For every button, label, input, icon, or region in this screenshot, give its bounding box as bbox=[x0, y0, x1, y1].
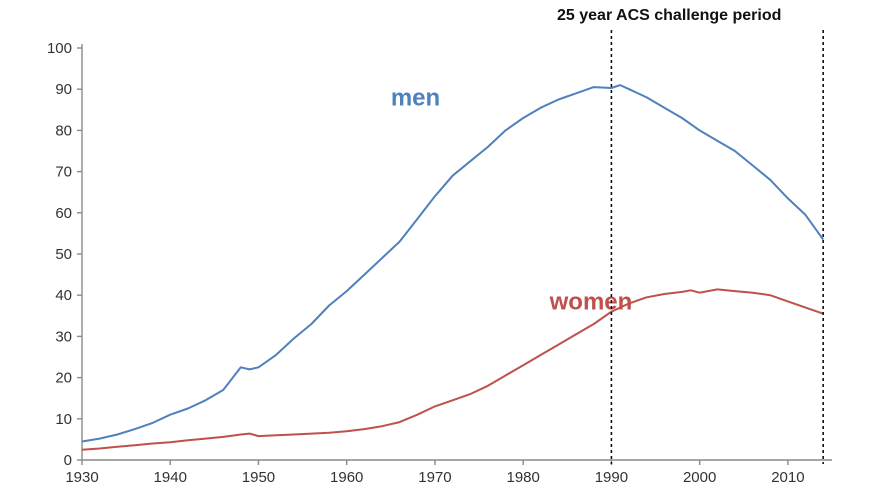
x-axis-ticks: 1930 1940 1950 1960 1970 1980 1990 2000 2010 bbox=[65, 460, 805, 486]
series-line-men bbox=[81, 84, 825, 443]
series-line-women bbox=[81, 288, 824, 451]
y-tick-label: 40 bbox=[55, 287, 72, 304]
y-tick-label: 20 bbox=[55, 370, 72, 387]
series-label-women: women bbox=[549, 289, 633, 316]
y-axis-ticks: 0 10 20 30 40 50 60 70 80 90 100 bbox=[47, 40, 82, 469]
y-tick-label: 80 bbox=[55, 122, 72, 139]
x-tick-label: 1940 bbox=[154, 469, 187, 486]
challenge-period bbox=[610, 30, 824, 464]
x-tick-label: 1990 bbox=[595, 469, 628, 486]
x-tick-label: 1960 bbox=[330, 469, 363, 486]
y-tick-label: 100 bbox=[47, 40, 72, 57]
y-tick-label: 50 bbox=[55, 246, 72, 263]
y-tick-label: 90 bbox=[55, 81, 72, 98]
x-tick-label: 2010 bbox=[771, 469, 804, 486]
y-tick-label: 10 bbox=[55, 411, 72, 428]
y-tick-label: 70 bbox=[55, 164, 72, 181]
y-tick-label: 60 bbox=[55, 205, 72, 222]
series-group: men women bbox=[81, 84, 825, 451]
period-annotation-label: 25 year ACS challenge period bbox=[557, 7, 781, 24]
series-label-men: men bbox=[391, 85, 440, 112]
y-tick-label: 30 bbox=[55, 328, 72, 345]
x-tick-label: 1930 bbox=[65, 469, 98, 486]
x-tick-label: 1950 bbox=[242, 469, 275, 486]
x-tick-label: 2000 bbox=[683, 469, 716, 486]
axes bbox=[81, 44, 832, 461]
x-tick-label: 1970 bbox=[418, 469, 451, 486]
y-tick-label: 0 bbox=[64, 452, 72, 469]
x-tick-label: 1980 bbox=[506, 469, 539, 486]
